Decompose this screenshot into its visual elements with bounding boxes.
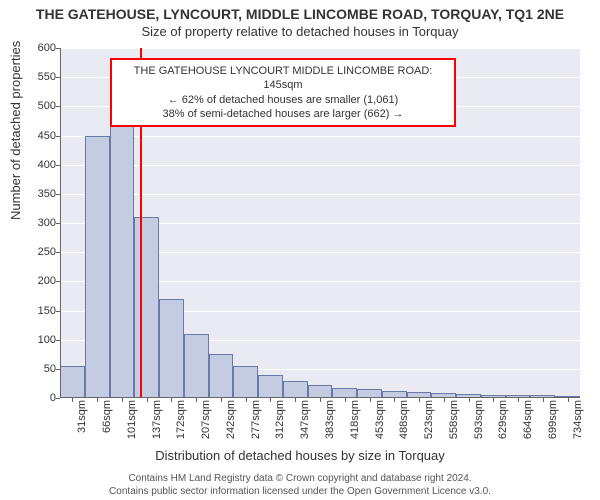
y-tick-label: 0 bbox=[26, 392, 56, 404]
footer-line1: Contains HM Land Registry data © Crown c… bbox=[0, 472, 600, 485]
x-tick-label: 172sqm bbox=[175, 400, 187, 439]
x-tick-mark bbox=[493, 398, 494, 402]
y-tick-label: 350 bbox=[26, 188, 56, 200]
x-tick-label: 558sqm bbox=[448, 400, 460, 439]
x-tick-label: 523sqm bbox=[423, 400, 435, 439]
x-tick-label: 66sqm bbox=[101, 400, 113, 433]
histogram-bar bbox=[85, 136, 110, 399]
annotation-line3: 38% of semi-detached houses are larger (… bbox=[118, 107, 448, 121]
x-tick-label: 277sqm bbox=[250, 400, 262, 439]
x-tick-mark bbox=[320, 398, 321, 402]
x-tick-label: 347sqm bbox=[299, 400, 311, 439]
x-tick-label: 101sqm bbox=[126, 400, 138, 439]
y-tick-mark bbox=[56, 398, 60, 399]
histogram-bar bbox=[233, 366, 258, 398]
x-tick-mark bbox=[122, 398, 123, 402]
x-tick-mark bbox=[543, 398, 544, 402]
x-tick-label: 734sqm bbox=[572, 400, 584, 439]
axis-left bbox=[60, 48, 61, 398]
footer-line2: Contains public sector information licen… bbox=[0, 485, 600, 498]
x-tick-label: 137sqm bbox=[151, 400, 163, 439]
y-tick-label: 500 bbox=[26, 100, 56, 112]
page-subtitle: Size of property relative to detached ho… bbox=[0, 24, 600, 39]
x-tick-mark bbox=[444, 398, 445, 402]
x-tick-label: 418sqm bbox=[349, 400, 361, 439]
x-tick-mark bbox=[370, 398, 371, 402]
x-tick-mark bbox=[469, 398, 470, 402]
x-tick-mark bbox=[345, 398, 346, 402]
x-tick-label: 699sqm bbox=[547, 400, 559, 439]
x-tick-label: 207sqm bbox=[200, 400, 212, 439]
x-tick-label: 31sqm bbox=[76, 400, 88, 433]
histogram-bar bbox=[283, 381, 308, 399]
x-tick-mark bbox=[518, 398, 519, 402]
y-tick-label: 150 bbox=[26, 305, 56, 317]
x-tick-mark bbox=[568, 398, 569, 402]
y-axis-label: Number of detached properties bbox=[8, 41, 23, 220]
x-tick-mark bbox=[246, 398, 247, 402]
x-tick-label: 488sqm bbox=[398, 400, 410, 439]
page-title: THE GATEHOUSE, LYNCOURT, MIDDLE LINCOMBE… bbox=[0, 0, 600, 22]
y-tick-label: 200 bbox=[26, 275, 56, 287]
y-tick-label: 600 bbox=[26, 42, 56, 54]
footer-attribution: Contains HM Land Registry data © Crown c… bbox=[0, 472, 600, 498]
grid-line bbox=[60, 48, 580, 49]
x-tick-label: 383sqm bbox=[324, 400, 336, 439]
x-tick-label: 593sqm bbox=[473, 400, 485, 439]
grid-line bbox=[60, 165, 580, 166]
axis-bottom bbox=[60, 397, 580, 398]
grid-line bbox=[60, 194, 580, 195]
histogram-bar bbox=[209, 354, 234, 398]
y-tick-label: 50 bbox=[26, 363, 56, 375]
annotation-line1: THE GATEHOUSE LYNCOURT MIDDLE LINCOMBE R… bbox=[118, 64, 448, 93]
x-tick-label: 242sqm bbox=[225, 400, 237, 439]
histogram-bar bbox=[60, 366, 85, 398]
histogram-bar bbox=[110, 124, 135, 398]
x-tick-mark bbox=[196, 398, 197, 402]
annotation-line2: ← 62% of detached houses are smaller (1,… bbox=[118, 93, 448, 107]
x-tick-mark bbox=[97, 398, 98, 402]
x-tick-mark bbox=[270, 398, 271, 402]
x-tick-mark bbox=[394, 398, 395, 402]
annotation-box: THE GATEHOUSE LYNCOURT MIDDLE LINCOMBE R… bbox=[110, 58, 456, 127]
x-tick-label: 453sqm bbox=[374, 400, 386, 439]
x-tick-mark bbox=[221, 398, 222, 402]
histogram-bar bbox=[184, 334, 209, 398]
x-tick-mark bbox=[419, 398, 420, 402]
y-tick-label: 550 bbox=[26, 71, 56, 83]
x-tick-label: 629sqm bbox=[497, 400, 509, 439]
histogram-bar bbox=[258, 375, 283, 398]
y-tick-label: 300 bbox=[26, 217, 56, 229]
y-tick-label: 450 bbox=[26, 130, 56, 142]
y-tick-label: 400 bbox=[26, 159, 56, 171]
y-tick-label: 250 bbox=[26, 246, 56, 258]
x-tick-label: 664sqm bbox=[522, 400, 534, 439]
y-tick-label: 100 bbox=[26, 334, 56, 346]
x-tick-label: 312sqm bbox=[274, 400, 286, 439]
x-tick-mark bbox=[171, 398, 172, 402]
histogram-bar bbox=[159, 299, 184, 398]
x-tick-mark bbox=[295, 398, 296, 402]
x-tick-mark bbox=[147, 398, 148, 402]
histogram-bar bbox=[134, 217, 159, 398]
grid-line bbox=[60, 136, 580, 137]
x-axis-label: Distribution of detached houses by size … bbox=[0, 448, 600, 463]
x-tick-mark bbox=[72, 398, 73, 402]
